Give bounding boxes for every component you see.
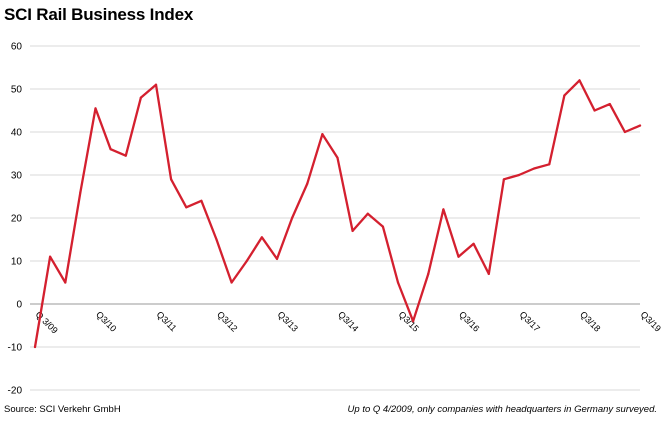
data-point	[548, 163, 551, 166]
data-point	[321, 133, 324, 136]
data-point	[412, 320, 415, 323]
data-point	[396, 281, 400, 284]
x-tick-label: Q3/10	[94, 309, 118, 333]
y-axis-tick-labels: -20 -10 0 10 20 30 40 50 60	[8, 42, 23, 397]
data-point	[533, 167, 536, 170]
data-point	[517, 173, 521, 177]
data-point	[260, 236, 263, 239]
data-point	[381, 225, 384, 228]
y-tick-label: 20	[11, 214, 23, 225]
x-tick-label: Q3/12	[215, 309, 239, 333]
data-point	[306, 182, 309, 185]
data-point	[578, 79, 581, 82]
data-point	[94, 107, 97, 110]
y-tick-label: 40	[11, 128, 23, 139]
data-point	[185, 206, 188, 209]
data-point	[638, 124, 642, 127]
data-point	[79, 191, 82, 194]
series-layer	[33, 79, 642, 349]
x-axis-tick-labels: Q 3/09 Q3/10 Q3/11 Q3/12 Q3/13 Q3/14 Q3/15 Q3/1…	[34, 309, 663, 335]
x-tick-label: Q3/19	[639, 309, 663, 333]
data-point	[33, 345, 37, 349]
data-point	[457, 255, 460, 258]
data-point	[64, 281, 67, 284]
data-point	[487, 272, 490, 275]
x-tick-label: Q3/13	[276, 309, 300, 333]
y-tick-label: 50	[11, 85, 23, 96]
chart-title: SCI Rail Business Index	[4, 5, 194, 24]
gridlines	[30, 45, 640, 391]
data-point	[366, 212, 369, 215]
x-tick-label: Q3/16	[457, 309, 481, 333]
x-tick-label: Q3/18	[578, 309, 602, 333]
x-tick-label: Q3/11	[155, 309, 179, 333]
y-tick-label: 10	[11, 257, 23, 268]
data-point	[336, 156, 339, 159]
y-tick-label: 0	[16, 300, 22, 311]
data-point	[200, 199, 203, 202]
footer-note: Up to Q 4/2009, only companies with head…	[347, 404, 657, 415]
data-point	[291, 216, 294, 220]
data-point	[154, 83, 158, 86]
x-tick-label: Q3/17	[518, 309, 542, 333]
data-point	[502, 178, 505, 181]
data-point	[49, 255, 52, 258]
data-point	[139, 96, 142, 99]
data-point	[215, 238, 218, 241]
data-point	[351, 229, 354, 232]
data-point	[442, 208, 445, 211]
data-point	[124, 154, 127, 157]
x-tick-label: Q3/14	[336, 309, 360, 333]
data-point	[230, 281, 233, 284]
data-point	[593, 109, 596, 112]
y-tick-label: 30	[11, 171, 23, 182]
data-point	[472, 242, 475, 245]
y-tick-label: -20	[8, 386, 23, 397]
series-line	[33, 79, 642, 349]
data-point	[608, 102, 611, 106]
data-point	[170, 178, 173, 181]
y-tick-label: -10	[8, 343, 23, 354]
data-point	[427, 272, 430, 275]
data-point	[275, 257, 279, 260]
footer-source: Source: SCI Verkehr GmbH	[4, 404, 121, 415]
data-point	[109, 148, 112, 151]
data-point	[563, 94, 566, 97]
data-point	[623, 130, 626, 134]
data-point	[245, 259, 248, 263]
y-tick-label: 60	[11, 42, 23, 53]
